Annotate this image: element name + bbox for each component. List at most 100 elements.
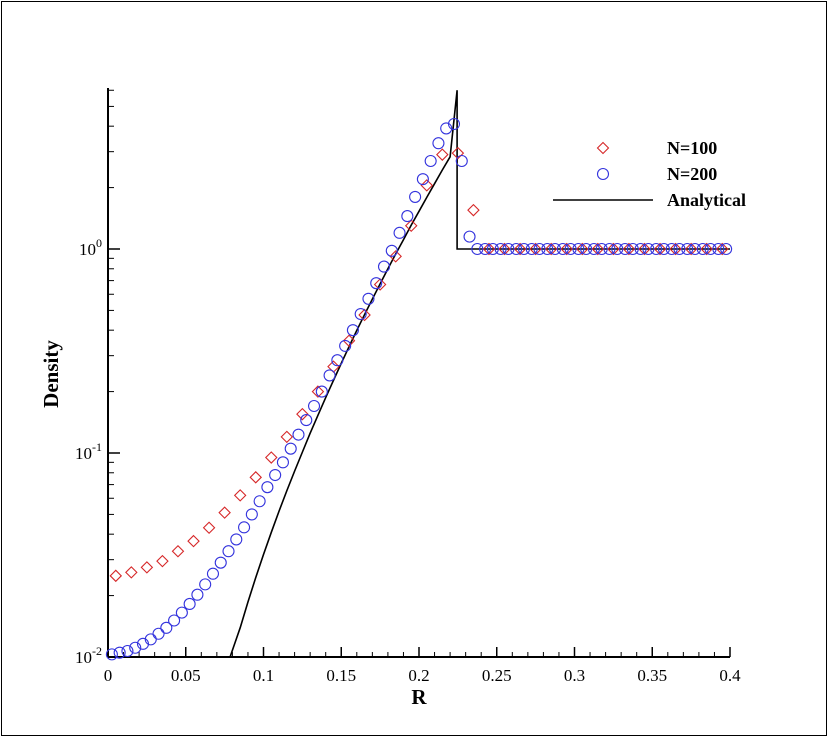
n200-point bbox=[510, 242, 523, 256]
n200-point bbox=[650, 242, 663, 256]
legend: N=100 N=200 Analytical bbox=[553, 138, 746, 210]
n200-point bbox=[276, 456, 289, 469]
n200-point bbox=[556, 242, 569, 256]
n200-point bbox=[634, 242, 647, 256]
n200-point bbox=[191, 588, 204, 601]
n100-point bbox=[187, 534, 200, 548]
n200-point bbox=[541, 242, 554, 256]
n200-point bbox=[712, 242, 725, 256]
x-tick-label: 0.1 bbox=[253, 666, 274, 685]
n200-point bbox=[502, 242, 515, 256]
n100-point bbox=[280, 430, 294, 444]
n200-point bbox=[704, 242, 717, 256]
n100-point bbox=[233, 489, 247, 502]
n200-point bbox=[168, 614, 181, 627]
y-tick-base: 10 bbox=[79, 240, 96, 259]
n200-point bbox=[261, 481, 274, 494]
n200-point bbox=[665, 242, 678, 256]
n100-point bbox=[109, 569, 123, 583]
n200-point bbox=[626, 242, 639, 256]
n200-point bbox=[183, 597, 196, 610]
n200-point bbox=[463, 230, 476, 243]
n200-point bbox=[238, 521, 251, 534]
n100-point bbox=[467, 203, 480, 217]
n200-point bbox=[206, 567, 220, 580]
n200-point bbox=[409, 190, 422, 203]
n200-point bbox=[354, 307, 367, 321]
n200-point bbox=[595, 242, 608, 256]
n100-point bbox=[311, 385, 325, 398]
n100-point bbox=[451, 146, 465, 160]
y-tick-base: 10 bbox=[75, 444, 92, 463]
n200-point bbox=[121, 644, 134, 658]
n100-point bbox=[638, 242, 651, 256]
legend-label: N=200 bbox=[667, 164, 717, 184]
n200-point bbox=[129, 641, 142, 654]
n200-point bbox=[315, 385, 328, 398]
n100-point bbox=[607, 242, 620, 256]
n100-point bbox=[389, 250, 402, 263]
n200-point bbox=[307, 399, 321, 413]
n200-point bbox=[681, 242, 694, 256]
n100-point bbox=[684, 242, 698, 256]
n100-point bbox=[404, 219, 418, 233]
plot-area bbox=[105, 90, 733, 661]
n200-point bbox=[105, 648, 118, 661]
n200-point bbox=[611, 242, 624, 256]
y-tick-exponent: -1 bbox=[92, 440, 102, 454]
n100-point bbox=[342, 334, 356, 348]
n200-point bbox=[284, 442, 297, 455]
n200-point bbox=[572, 242, 585, 256]
n200-point bbox=[214, 556, 227, 569]
x-tick-label: 0 bbox=[104, 666, 113, 685]
n200-point bbox=[517, 242, 531, 256]
n100-point bbox=[575, 242, 589, 256]
n200-point bbox=[401, 210, 414, 223]
n200-point bbox=[587, 242, 600, 256]
n100-point bbox=[373, 278, 387, 291]
legend-marker-n200 bbox=[596, 167, 610, 181]
analytical-line bbox=[229, 90, 730, 658]
n200-point bbox=[245, 508, 258, 521]
n100-point bbox=[715, 242, 729, 256]
y-axis-title: Density bbox=[39, 340, 63, 408]
n200-point bbox=[471, 242, 484, 256]
n200-point bbox=[486, 242, 499, 256]
x-tick-label: 0.4 bbox=[719, 666, 741, 685]
n100-point bbox=[653, 242, 667, 256]
n200-point bbox=[603, 242, 616, 256]
axes bbox=[107, 88, 730, 658]
x-tick-label: 0.2 bbox=[408, 666, 429, 685]
n100-point bbox=[156, 554, 169, 568]
n200-point bbox=[688, 242, 702, 256]
n100-point bbox=[202, 521, 216, 535]
n200-point bbox=[393, 226, 406, 239]
n100-point bbox=[249, 471, 263, 484]
n200-point bbox=[346, 324, 359, 337]
n100-point bbox=[498, 242, 511, 256]
n100-point bbox=[358, 308, 371, 322]
n100-point bbox=[125, 566, 138, 579]
n200-point bbox=[479, 242, 492, 256]
n100-point bbox=[218, 506, 231, 519]
x-tick-label: 0.05 bbox=[171, 666, 201, 685]
n100-point bbox=[140, 561, 154, 574]
n200-point bbox=[377, 260, 391, 273]
y-tick-label: 10-1 bbox=[75, 440, 102, 463]
n200-point bbox=[549, 242, 562, 256]
n200-point bbox=[300, 414, 313, 427]
y-tick-exponent: -2 bbox=[92, 644, 102, 658]
n200-point bbox=[292, 428, 305, 441]
n200-point bbox=[370, 277, 383, 290]
n200-point bbox=[696, 242, 709, 256]
n200-point bbox=[175, 606, 188, 619]
n100-point bbox=[482, 242, 496, 256]
n100-point bbox=[529, 242, 542, 256]
n200-point bbox=[144, 633, 157, 646]
n100-point bbox=[264, 451, 278, 464]
n200-point bbox=[416, 173, 429, 186]
y-tick-label: 10-2 bbox=[75, 644, 102, 667]
n200-point bbox=[533, 242, 546, 256]
